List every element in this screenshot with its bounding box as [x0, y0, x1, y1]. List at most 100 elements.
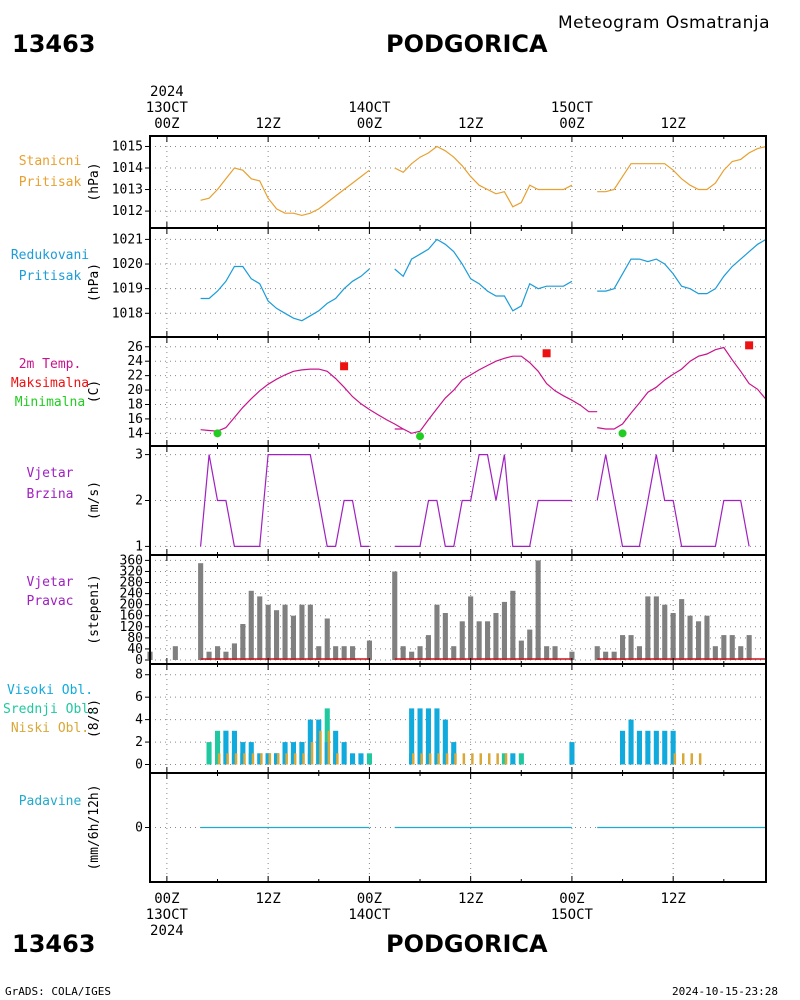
bar-clouds — [496, 753, 499, 765]
bar-wind-direction — [409, 651, 415, 660]
bar-wind-direction — [350, 646, 356, 660]
bar-clouds — [324, 742, 330, 765]
y-axis-label: (hPa) — [87, 263, 102, 302]
panel-reduced-pressure: 1018 1019 1020 1021 (hPa)Redukovani Pritisak — [11, 227, 767, 338]
panel-label: Padavine — [19, 794, 82, 809]
panel-label: 2m Temp. — [19, 357, 82, 372]
x-tick-label-bottom: 15OCT — [551, 907, 594, 923]
bar-wind-direction — [316, 646, 322, 660]
bar-clouds — [471, 753, 474, 765]
bar-wind-direction — [535, 560, 541, 660]
panel-label: Niski Obl. — [11, 721, 89, 736]
y-tick-label: 1014 — [112, 161, 143, 176]
bar-wind-direction — [198, 563, 204, 660]
series-line-temperature — [597, 346, 767, 430]
y-tick-label: 1019 — [112, 282, 143, 297]
panel-label: Vjetar — [27, 575, 74, 590]
bar-clouds — [510, 753, 516, 765]
bar-clouds — [223, 730, 229, 765]
series-line-station-pressure — [597, 145, 767, 193]
y-tick-label: 24 — [127, 354, 143, 369]
x-tick-label-bottom: 13OCT — [146, 907, 189, 923]
bar-clouds — [412, 753, 415, 765]
y-tick-label: 240 — [120, 587, 143, 602]
bar-clouds — [248, 742, 254, 765]
bar-clouds — [277, 753, 280, 765]
bar-clouds — [442, 719, 448, 765]
bar-wind-direction — [231, 643, 237, 660]
y-tick-label: 2 — [135, 735, 143, 750]
bar-clouds — [518, 753, 524, 765]
y-tick-label: 80 — [127, 631, 143, 646]
bar-clouds — [243, 753, 246, 765]
bar-clouds — [293, 753, 297, 765]
y-tick-label: 3 — [135, 448, 143, 463]
bar-clouds — [358, 753, 364, 765]
max-temp-point — [745, 341, 754, 350]
bar-clouds — [234, 753, 238, 765]
min-temp-point — [213, 429, 222, 438]
panel-label: Srednji Obl. — [3, 702, 97, 717]
bar-clouds — [690, 753, 693, 765]
bar-clouds — [653, 730, 659, 765]
bar-wind-direction — [324, 618, 330, 660]
bar-clouds — [451, 742, 457, 765]
bar-wind-direction — [738, 646, 744, 660]
y-tick-label: 16 — [127, 412, 143, 427]
bar-wind-direction — [510, 590, 516, 660]
x-tick-label-top: 00Z — [559, 116, 584, 132]
bar-clouds — [302, 753, 305, 765]
x-tick-label-bottom: 00Z — [357, 891, 382, 907]
bar-wind-direction — [274, 610, 280, 660]
bar-clouds — [290, 742, 296, 765]
series-line-wind-speed — [200, 454, 370, 547]
bar-clouds — [428, 753, 432, 765]
bar-clouds — [462, 753, 466, 765]
bar-wind-direction — [569, 651, 575, 660]
bar-clouds — [251, 753, 255, 765]
bar-wind-direction — [636, 646, 642, 660]
y-tick-label: 200 — [120, 598, 143, 613]
max-temp-point — [542, 349, 551, 358]
bar-clouds — [319, 730, 322, 765]
bar-clouds — [645, 730, 651, 765]
bar-clouds — [620, 730, 626, 765]
panel-frame — [149, 336, 767, 447]
bar-wind-direction — [493, 613, 499, 660]
panel-label: Redukovani — [11, 248, 89, 263]
y-axis-label: (8/8) — [87, 699, 102, 738]
y-tick-label: 2 — [135, 494, 143, 509]
bar-wind-direction — [501, 601, 507, 660]
bar-clouds — [215, 730, 221, 765]
bar-wind-direction — [425, 635, 431, 660]
min-temp-point — [618, 429, 627, 438]
bar-clouds — [504, 753, 508, 765]
y-tick-label: 1013 — [112, 183, 143, 198]
bar-wind-direction — [400, 646, 406, 660]
panel-label: Visoki Obl. — [7, 683, 93, 698]
bar-clouds — [569, 742, 575, 765]
credit-text: GrADS: COLA/IGES — [5, 985, 111, 998]
panel-precipitation: 0 (mm/6h/12h) Padavine — [19, 772, 767, 883]
panel-label: Brzina — [27, 487, 74, 502]
bar-wind-direction — [366, 640, 372, 660]
bar-wind-direction — [442, 613, 448, 660]
bar-wind-direction — [721, 635, 727, 660]
x-tick-label-bottom: 12Z — [661, 891, 686, 907]
bar-wind-direction — [476, 621, 482, 660]
panel-station-pressure: 1012 1013 1014 1015 (hPa) Stanicni Pritisak — [19, 135, 767, 229]
bar-clouds — [206, 742, 212, 765]
bar-clouds — [454, 753, 457, 765]
bar-clouds — [488, 753, 491, 765]
x-tick-label-top: 2024 — [150, 84, 184, 100]
panel-label: Pritisak — [19, 269, 82, 284]
bar-wind-direction — [257, 596, 263, 660]
panel-frame — [149, 227, 767, 338]
bar-clouds — [350, 753, 356, 765]
x-tick-label-bottom: 2024 — [150, 923, 184, 939]
bar-wind-direction — [206, 651, 212, 660]
bar-wind-direction — [282, 604, 288, 660]
y-tick-label: 1020 — [112, 257, 143, 272]
bar-clouds — [316, 719, 322, 765]
